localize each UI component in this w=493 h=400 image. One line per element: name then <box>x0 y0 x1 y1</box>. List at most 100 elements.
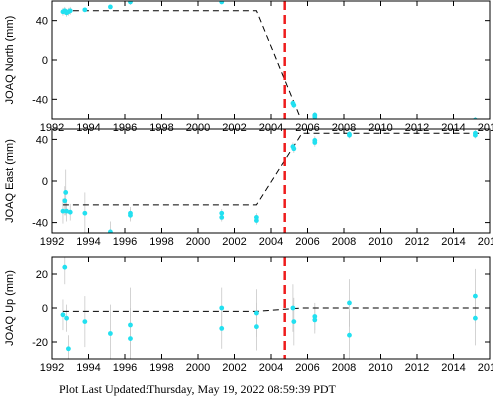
point-north-6 <box>108 4 113 10</box>
last-updated-label: Plot Last Updated: <box>59 382 149 396</box>
panel-frame-north <box>51 0 491 120</box>
xtick-label-up-2004: 2004 <box>259 362 283 374</box>
xtick-label-north-2012: 2012 <box>405 122 429 134</box>
point-up-12 <box>290 305 296 311</box>
xtick-label-up-1994: 1994 <box>76 362 100 374</box>
xtick-label-east-1992: 1992 <box>40 236 64 248</box>
xtick-label-up-2016: 2016 <box>478 362 493 374</box>
point-east-1 <box>62 198 68 204</box>
model-line-north <box>62 10 302 119</box>
point-east-6 <box>108 229 113 233</box>
model-line-east <box>62 132 480 206</box>
point-east-5 <box>82 210 88 216</box>
point-up-0 <box>60 312 66 318</box>
ytick-label-east-0: 0 <box>42 176 48 188</box>
ytick-label-east-40: 40 <box>36 134 48 146</box>
xtick-label-east-2016: 2016 <box>478 236 493 248</box>
point-east-16 <box>312 140 318 145</box>
point-east-20 <box>473 132 478 138</box>
point-east-10 <box>219 215 225 220</box>
ytick-label-up-0: 0 <box>42 303 48 315</box>
xtick-label-up-1998: 1998 <box>149 362 173 374</box>
ytick-label-north-40: 40 <box>36 16 48 28</box>
xtick-label-north-2010: 2010 <box>368 122 392 134</box>
point-east-18 <box>347 131 352 137</box>
xtick-label-east-2000: 2000 <box>186 236 210 248</box>
panel-up: 1992 1994 1996 1998 2000 2002 2004 2006 2008 2010… <box>4 256 493 374</box>
point-up-13 <box>291 319 297 324</box>
plot-footer: Plot Last Updated: Thursday, May 19, 202… <box>0 381 493 397</box>
plot-area-north <box>60 1 478 119</box>
xtick-label-up-2010: 2010 <box>368 362 392 374</box>
xtick-label-north-2000: 2000 <box>186 122 210 134</box>
xtick-label-north-2004: 2004 <box>259 122 283 134</box>
ytick-label-east--40: -40 <box>32 218 48 230</box>
point-up-6 <box>128 322 133 328</box>
last-updated-value: Thursday, May 19, 2022 08:59:39 PDT <box>147 382 336 396</box>
xtick-label-east-2006: 2006 <box>295 236 319 248</box>
point-north-16 <box>312 114 318 119</box>
xtick-label-up-2012: 2012 <box>405 362 429 374</box>
xtick-label-north-1998: 1998 <box>149 122 173 134</box>
xtick-label-up-2014: 2014 <box>441 362 465 374</box>
point-up-4 <box>82 319 88 324</box>
xtick-label-up-2002: 2002 <box>222 362 246 374</box>
point-east-14 <box>291 146 297 152</box>
plot-area-east <box>60 130 480 233</box>
plot-area-up <box>60 257 480 359</box>
point-east-8 <box>128 212 133 218</box>
xtick-label-north-1992: 1992 <box>40 122 64 134</box>
xtick-label-north-1994: 1994 <box>76 122 100 134</box>
point-north-5 <box>82 7 88 13</box>
ytick-label-up--20: -20 <box>32 337 48 349</box>
ylabel-north: JOAQ North (mm) <box>4 16 16 105</box>
xtick-label-east-2012: 2012 <box>405 236 429 248</box>
point-up-1 <box>62 264 68 270</box>
ytick-label-north--40: -40 <box>32 94 48 106</box>
xtick-label-north-2014: 2014 <box>441 122 465 134</box>
xtick-label-north-2008: 2008 <box>332 122 356 134</box>
panel-east: 1992 1994 1996 1998 2000 2002 2004 2006 2008 2010… <box>4 128 493 248</box>
xtick-label-north-1996: 1996 <box>113 122 137 134</box>
xtick-label-up-1992: 1992 <box>40 362 64 374</box>
point-north-4 <box>67 8 73 14</box>
xtick-label-east-2008: 2008 <box>332 236 356 248</box>
point-up-14 <box>312 314 318 319</box>
xtick-label-east-2002: 2002 <box>222 236 246 248</box>
point-up-17 <box>347 332 352 338</box>
point-east-9 <box>219 210 225 216</box>
xtick-label-east-2004: 2004 <box>259 236 283 248</box>
xtick-label-up-2006: 2006 <box>295 362 319 374</box>
xtick-label-east-2014: 2014 <box>441 236 465 248</box>
point-up-7 <box>128 336 133 341</box>
point-east-12 <box>254 218 259 223</box>
point-up-18 <box>473 293 478 299</box>
xtick-label-east-1996: 1996 <box>113 236 137 248</box>
xtick-label-north-2016: 2016 <box>478 122 493 134</box>
xtick-label-north-2002: 2002 <box>222 122 246 134</box>
point-east-0 <box>60 208 66 214</box>
point-up-15 <box>312 317 318 323</box>
xtick-label-east-1998: 1998 <box>149 236 173 248</box>
ytick-label-north-0: 0 <box>42 55 48 67</box>
point-up-16 <box>347 300 352 306</box>
xtick-label-up-2000: 2000 <box>186 362 210 374</box>
model-line-up <box>62 307 480 312</box>
point-up-19 <box>473 315 478 321</box>
point-up-2 <box>64 315 69 321</box>
xtick-label-east-2010: 2010 <box>368 236 392 248</box>
point-north-14 <box>291 102 297 108</box>
ylabel-up: JOAQ Up (mm) <box>4 270 16 346</box>
point-up-3 <box>66 346 71 352</box>
point-up-9 <box>219 326 225 331</box>
panel-frame-east <box>51 128 491 234</box>
point-up-8 <box>219 305 225 311</box>
xtick-label-up-2008: 2008 <box>332 362 356 374</box>
panel-north: 1992 1994 1996 1998 2000 2002 2004 2006 2008 2010… <box>4 0 493 134</box>
xtick-label-north-2006: 2006 <box>295 122 319 134</box>
point-up-10 <box>254 310 259 316</box>
point-up-11 <box>254 324 259 330</box>
xtick-label-up-1996: 1996 <box>113 362 137 374</box>
ytick-label-up-20: 20 <box>36 269 48 281</box>
